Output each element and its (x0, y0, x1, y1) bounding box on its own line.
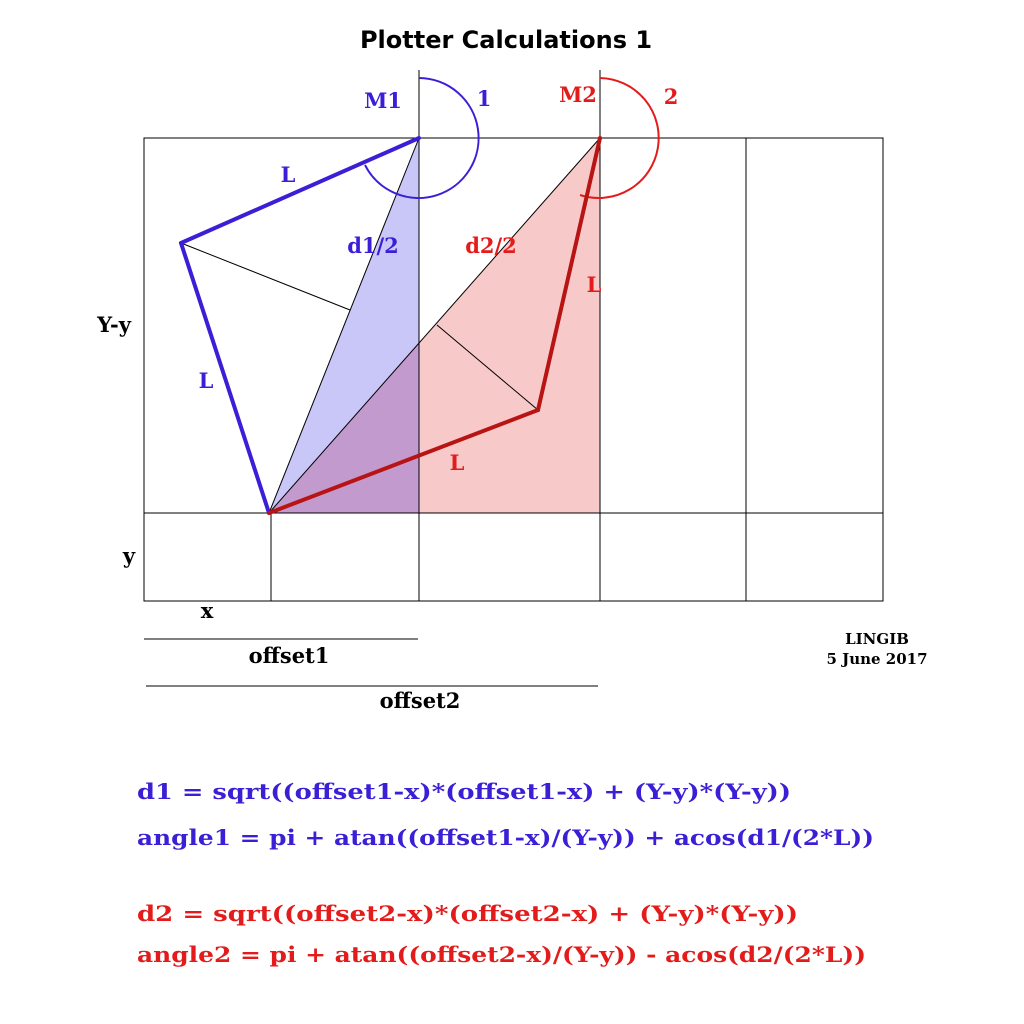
motor2-angle-label: 2 (664, 84, 679, 109)
motor1-lower-arm (179, 241, 271, 515)
formula-angle2: angle2 = pi + atan((offset2-x)/(Y-y)) - … (137, 942, 866, 967)
construction-lines (180, 137, 601, 514)
motor1-label: M1 (364, 88, 402, 113)
offset2-label: offset2 (380, 688, 461, 713)
motor2-lower-arm (267, 408, 540, 515)
motor2-upper-arm (536, 136, 602, 412)
date-credit: 5 June 2017 (826, 650, 927, 668)
diagonal-d1 (268, 137, 420, 514)
x-label: x (201, 598, 214, 623)
motor2-arms (267, 136, 602, 515)
perpendicular-d1 (180, 242, 351, 311)
motor1-angle-arc (364, 77, 480, 199)
arm-label-lower-right: L (450, 450, 465, 475)
d2-half-label: d2/2 (465, 233, 517, 258)
perpendicular-d2 (436, 324, 539, 411)
grid-border (143, 137, 884, 602)
diagonal-d2 (268, 137, 601, 514)
arm-label-upper-left: L (281, 162, 296, 187)
page-title: Plotter Calculations 1 (360, 26, 652, 54)
y-minus-y-label: Y-y (96, 312, 132, 337)
formula-d2: d2 = sqrt((offset2-x)*(offset2-x) + (Y-y… (137, 901, 798, 926)
motor2-label: M2 (559, 82, 597, 107)
author-credit: LINGIB (845, 630, 909, 648)
offset1-label: offset1 (249, 643, 330, 668)
formula-angle1: angle1 = pi + atan((offset1-x)/(Y-y)) + … (137, 825, 874, 850)
y-label: y (122, 543, 136, 568)
arm-label-lower-left: L (199, 368, 214, 393)
arm-label-upper-right: L (587, 272, 602, 297)
motor1-upper-arm (179, 136, 421, 245)
motor1-angle-label: 1 (477, 86, 492, 111)
d1-half-label: d1/2 (347, 233, 399, 258)
formula-d1: d1 = sqrt((offset1-x)*(offset1-x) + (Y-y… (137, 779, 791, 804)
motor2-angle-arc (579, 77, 660, 199)
motor1-arms (179, 136, 421, 515)
